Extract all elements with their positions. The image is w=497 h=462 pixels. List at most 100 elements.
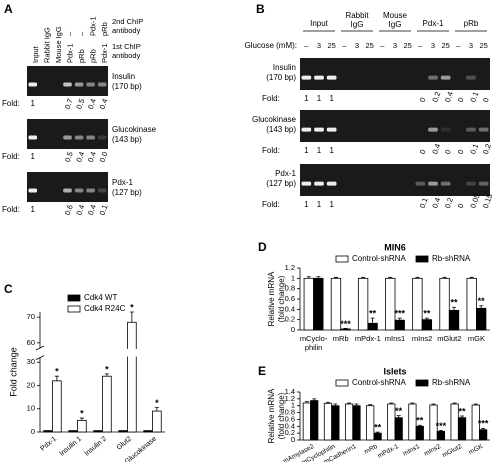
lane-label: –: [65, 31, 74, 36]
gel: [300, 164, 490, 196]
fold-value: 0.4: [74, 150, 86, 163]
lane-label: pRb: [100, 22, 109, 36]
axis-break: [35, 345, 45, 360]
fold-value: 1: [31, 205, 36, 214]
band: [74, 135, 84, 140]
legend-swatch: [415, 379, 429, 387]
bar: [143, 430, 153, 433]
band: [97, 135, 107, 140]
fold-label: Fold:: [262, 94, 280, 103]
blot-target: Glucokinase: [252, 115, 297, 124]
significance: **: [478, 296, 486, 306]
blot-size: (127 bp): [266, 179, 296, 188]
error-bar: [438, 430, 443, 432]
y-axis-label: Fold change: [8, 347, 18, 397]
blot-target: Insulin: [273, 63, 296, 72]
y-tick-label: 1: [291, 401, 295, 410]
bar: [479, 429, 488, 441]
fold-value: 0: [418, 96, 428, 103]
band: [28, 82, 38, 87]
glucose-value: 3: [317, 41, 321, 50]
significance: **: [369, 308, 377, 318]
y-tick-label: 0.6: [285, 294, 295, 303]
row-label: antibody: [112, 51, 141, 60]
error-bar: [368, 404, 373, 406]
significance: **: [451, 298, 459, 308]
error-bar: [333, 276, 338, 279]
y-tick-label: 1.4: [285, 387, 295, 396]
band: [314, 181, 324, 186]
row-label: 1st ChIP: [112, 42, 141, 51]
blot-target: Glucokinase: [112, 125, 157, 134]
glucose-value: 3: [355, 41, 359, 50]
fold-label: Fold:: [2, 99, 20, 108]
error-bar: [54, 375, 59, 381]
fold-value: 0.1: [468, 90, 480, 103]
gel: [27, 172, 108, 202]
glucose-value: 3: [431, 41, 435, 50]
glucose-value: 25: [327, 41, 335, 50]
glucose-label: Glucose (mM):: [245, 41, 297, 50]
glucose-value: –: [418, 41, 423, 50]
fold-value: 0.2: [430, 90, 442, 103]
fold-value: 0.1: [468, 142, 480, 155]
significance: *: [105, 364, 109, 374]
bar: [436, 431, 446, 441]
bar: [118, 430, 128, 433]
error-bar: [361, 276, 366, 279]
band: [314, 75, 324, 80]
fold-value: 0.2: [443, 196, 455, 209]
y-tick-label: 1.2: [285, 394, 295, 403]
fold-value: 1: [329, 94, 334, 103]
y-tick-label: 0: [291, 325, 295, 334]
glucose-value: –: [304, 41, 309, 50]
error-bar: [415, 276, 420, 279]
bar: [52, 380, 62, 433]
y-axis-label: Relative mRNA: [267, 388, 276, 443]
fold-value: 0.1: [98, 203, 110, 216]
x-tick-label: mIns1: [385, 334, 405, 343]
error-bar: [347, 402, 352, 404]
error-bar: [473, 403, 478, 406]
blot-target: Pdx-1: [275, 169, 296, 178]
error-bar: [354, 403, 359, 406]
error-bar: [325, 401, 330, 404]
error-bar: [304, 401, 309, 403]
bar: [394, 417, 403, 441]
significance: *: [80, 408, 84, 418]
group-label: IgG: [389, 20, 402, 29]
band: [440, 181, 451, 186]
x-tick-label-line: philin: [305, 343, 323, 352]
bar: [313, 277, 324, 331]
x-tick-label: mRb: [333, 334, 349, 343]
legend-label: Cdk4 WT: [84, 293, 117, 302]
band: [428, 75, 438, 80]
glucose-value: 25: [403, 41, 411, 50]
x-tick-label: mIns2: [412, 334, 432, 343]
band: [63, 82, 72, 87]
fold-value: 0.5: [74, 97, 86, 110]
bar: [387, 403, 396, 441]
lane-label: pRb: [89, 49, 98, 63]
band: [466, 127, 476, 132]
lane-label: Pdx-1: [65, 43, 74, 63]
band: [97, 188, 107, 193]
significance: *: [155, 398, 159, 408]
legend-label: Rb-shRNA: [432, 254, 471, 263]
bar-break: [126, 349, 138, 357]
fold-value: 0: [481, 96, 491, 103]
error-bar: [410, 402, 415, 404]
band: [86, 82, 95, 87]
significance: **: [416, 416, 424, 426]
legend-label: Rb-shRNA: [432, 378, 471, 387]
fold-value: 0.2: [481, 142, 493, 155]
band: [74, 188, 84, 193]
fold-value: 1: [304, 200, 309, 209]
fold-value: 0: [443, 148, 453, 155]
error-bar: [370, 317, 375, 324]
fold-value: 1: [329, 200, 334, 209]
bar: [457, 417, 467, 441]
y-tick-label: 70: [27, 312, 35, 321]
fold-value: 1: [329, 146, 334, 155]
bar: [367, 322, 378, 331]
